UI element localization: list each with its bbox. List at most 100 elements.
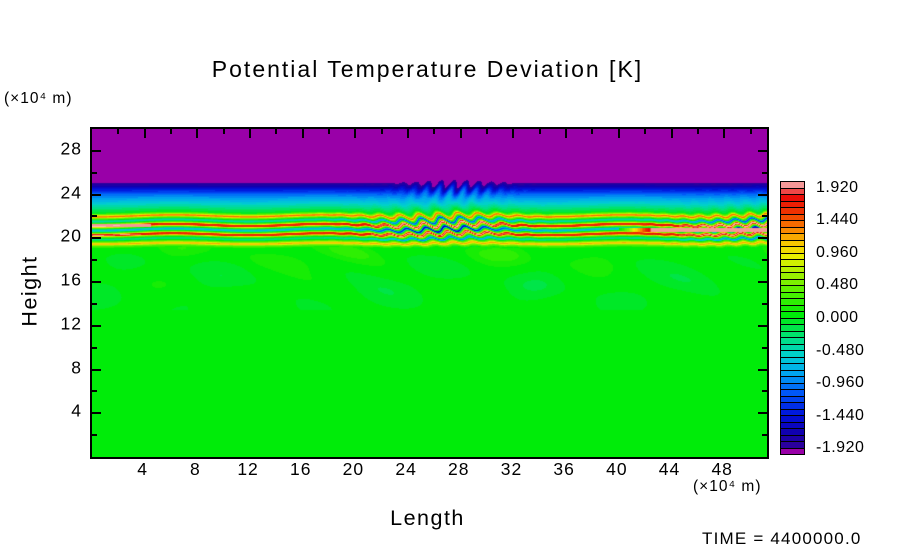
x-axis-label: Length xyxy=(390,506,465,530)
x-tick-label: 4 xyxy=(137,459,149,479)
x-axis-tick-labels: 4 8 12 16 20 24 28 32 36 40 44 48 xyxy=(90,459,765,479)
y-axis-tick-right xyxy=(758,412,767,415)
x-axis-tick xyxy=(538,129,541,134)
x-axis-tick xyxy=(670,129,673,138)
x-axis-tick xyxy=(301,129,304,138)
colorbar-tick-label: 0.960 xyxy=(816,243,859,261)
x-axis-tick xyxy=(591,129,594,134)
colorbar-segment xyxy=(781,403,804,410)
colorbar-segment xyxy=(781,266,804,273)
x-axis-tick xyxy=(143,129,146,138)
colorbar-tick-label: -0.960 xyxy=(816,374,865,392)
colorbar-segment xyxy=(781,364,804,371)
colorbar: 1.920 1.440 0.960 0.480 0.000 -0.480 -0.960 -1.… xyxy=(780,178,904,457)
y-axis-tick-right xyxy=(758,237,767,240)
x-axis-tick xyxy=(275,129,278,134)
colorbar-segment xyxy=(781,253,804,260)
x-tick-label: 44 xyxy=(658,459,681,479)
time-annotation: TIME = 4400000.0 xyxy=(702,529,862,544)
x-axis-tick xyxy=(696,129,699,134)
y-axis-tick-right xyxy=(762,390,767,393)
colorbar-tick-label: -1.440 xyxy=(816,406,865,424)
colorbar-segment xyxy=(781,240,804,247)
colorbar-segment xyxy=(781,234,804,241)
y-axis-tick xyxy=(92,368,101,371)
y-axis-tick xyxy=(92,302,97,305)
colorbar-tick-label: 1.920 xyxy=(816,178,859,196)
colorbar-segment xyxy=(781,383,804,390)
plot-area xyxy=(90,127,769,459)
x-tick-label: 36 xyxy=(553,459,575,479)
y-axis-tick-right xyxy=(758,193,767,196)
x-tick-label: 32 xyxy=(500,459,523,479)
x-axis-tick xyxy=(328,129,331,134)
x-axis-tick xyxy=(354,129,357,138)
colorbar-tick-label: 1.440 xyxy=(816,211,859,229)
colorbar-tick-label: -0.480 xyxy=(816,341,865,359)
colorbar-segment xyxy=(781,370,804,377)
x-tick-label: 20 xyxy=(342,459,365,479)
colorbar-segment xyxy=(781,305,804,312)
y-axis-tick xyxy=(92,237,101,240)
x-axis-tick xyxy=(749,129,752,134)
colorbar-segment xyxy=(781,331,804,338)
x-axis-tick xyxy=(723,129,726,138)
y-axis-tick-right xyxy=(762,346,767,349)
y-axis-tick xyxy=(92,215,97,218)
y-axis-tick-right xyxy=(762,215,767,218)
y-axis-tick-right xyxy=(762,259,767,262)
colorbar-bar xyxy=(780,181,805,455)
y-axis-tick xyxy=(92,346,97,349)
colorbar-segment xyxy=(781,416,804,423)
x-axis-tick xyxy=(565,129,568,138)
colorbar-segment xyxy=(781,442,804,449)
colorbar-segment xyxy=(781,390,804,397)
y-axis-tick-right xyxy=(762,434,767,437)
y-axis-tick xyxy=(92,281,101,284)
y-axis-tick xyxy=(92,259,97,262)
y-axis-tick xyxy=(92,171,97,174)
colorbar-segment xyxy=(781,448,804,454)
plot-title: Potential Temperature Deviation [K] xyxy=(211,56,644,82)
y-axis-tick-right xyxy=(758,324,767,327)
x-tick-label: 40 xyxy=(606,459,628,479)
y-axis-tick xyxy=(92,193,101,196)
colorbar-segment xyxy=(781,195,804,202)
y-tick-label: 4 xyxy=(71,400,82,421)
colorbar-segment xyxy=(781,292,804,299)
y-tick-label: 16 xyxy=(60,269,82,290)
colorbar-labels: 1.920 1.440 0.960 0.480 0.000 -0.480 -0.960 -1.… xyxy=(816,178,904,457)
x-axis-tick xyxy=(380,129,383,134)
colorbar-tick-label: 0.480 xyxy=(816,276,859,294)
x-tick-label: 48 xyxy=(711,459,733,479)
heatmap-canvas xyxy=(92,129,767,457)
colorbar-tick-label: 0.000 xyxy=(816,309,859,326)
colorbar-segment xyxy=(781,409,804,416)
colorbar-segment xyxy=(781,260,804,267)
colorbar-segment xyxy=(781,429,804,436)
x-axis-tick xyxy=(644,129,647,134)
y-axis-unit-label: (×10⁴ m) xyxy=(4,90,73,107)
colorbar-segment xyxy=(781,435,804,442)
y-axis-tick-right xyxy=(762,171,767,174)
x-tick-label: 16 xyxy=(289,459,312,479)
colorbar-segment xyxy=(781,351,804,358)
y-tick-label: 8 xyxy=(71,357,82,378)
x-axis-tick xyxy=(433,129,436,134)
x-axis-tick xyxy=(222,129,225,134)
x-axis-tick xyxy=(459,129,462,138)
colorbar-segment xyxy=(781,188,804,195)
y-tick-label: 12 xyxy=(60,313,82,334)
x-axis-unit-label: (×10⁴ m) xyxy=(693,478,762,495)
colorbar-segment xyxy=(781,182,804,189)
x-tick-label: 28 xyxy=(448,459,470,479)
colorbar-segment xyxy=(781,325,804,332)
colorbar-segment xyxy=(781,318,804,325)
x-axis-tick xyxy=(617,129,620,138)
y-axis-tick xyxy=(92,434,97,437)
y-axis-tick-right xyxy=(758,368,767,371)
colorbar-segment xyxy=(781,279,804,286)
colorbar-segment xyxy=(781,208,804,215)
colorbar-segment xyxy=(781,201,804,208)
